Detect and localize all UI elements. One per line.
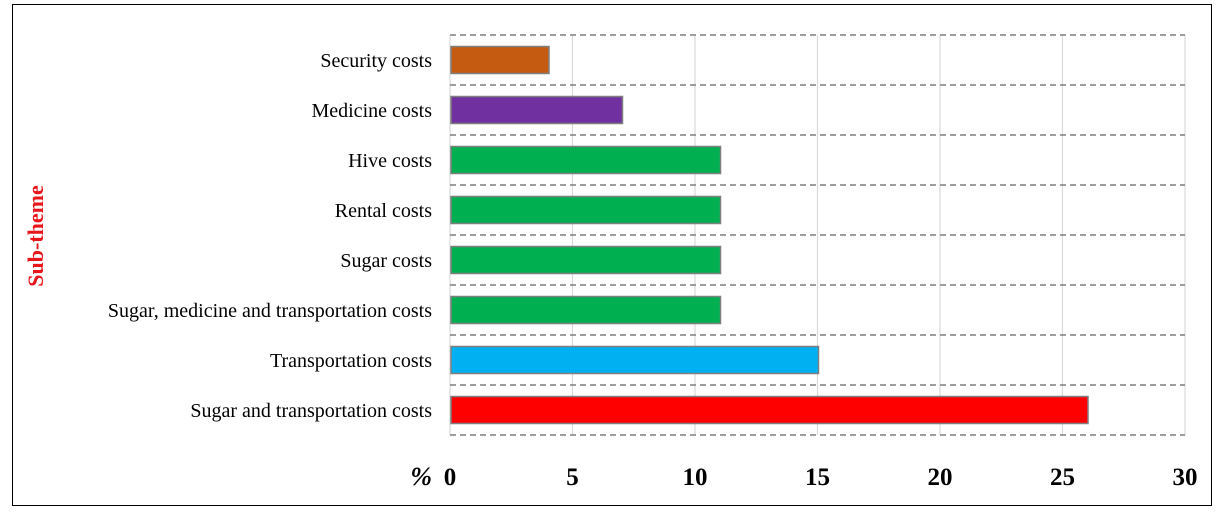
bar bbox=[450, 95, 624, 125]
grid-lines bbox=[449, 34, 1186, 436]
bar bbox=[450, 45, 550, 75]
bar bbox=[450, 395, 1089, 425]
bar bbox=[450, 345, 820, 375]
category-label: Sugar costs bbox=[340, 250, 432, 272]
category-label: Security costs bbox=[320, 50, 432, 72]
y-axis-title: Sub-theme bbox=[23, 185, 48, 287]
category-label: Sugar and transportation costs bbox=[190, 400, 432, 422]
x-unit-label: % bbox=[410, 462, 432, 491]
category-label: Transportation costs bbox=[270, 350, 432, 372]
x-tick-label: 5 bbox=[566, 464, 579, 491]
bar bbox=[450, 245, 722, 275]
bar bbox=[450, 145, 722, 175]
category-label: Hive costs bbox=[348, 150, 432, 172]
x-tick-labels: 0 5 10 15 20 25 30 bbox=[444, 464, 1198, 491]
category-label: Sugar, medicine and transportation costs bbox=[108, 300, 432, 322]
x-tick-label: 30 bbox=[1173, 464, 1198, 491]
x-tick-label: 10 bbox=[683, 464, 708, 491]
category-labels: Security costs Medicine costs Hive costs Re… bbox=[108, 50, 432, 422]
category-label: Rental costs bbox=[335, 200, 432, 222]
category-label: Medicine costs bbox=[311, 100, 432, 122]
x-tick-label: 20 bbox=[928, 464, 953, 491]
x-tick-label: 0 bbox=[444, 464, 457, 491]
bar bbox=[450, 295, 722, 325]
x-tick-label: 25 bbox=[1050, 464, 1075, 491]
bars bbox=[450, 45, 1089, 425]
bar bbox=[450, 195, 722, 225]
x-tick-label: 15 bbox=[805, 464, 830, 491]
